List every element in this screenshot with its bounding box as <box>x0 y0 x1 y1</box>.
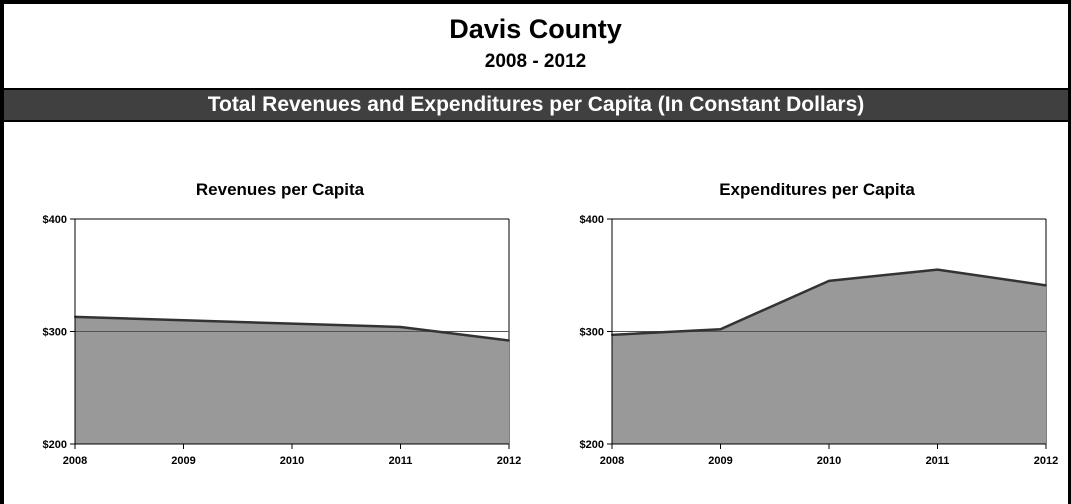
revenues-chart: Revenues per Capita $200 $300 $400 2008 2009 2… <box>43 180 522 467</box>
x-tick-label: 2008 <box>600 455 624 467</box>
expenditures-chart-title: Expenditures per Capita <box>719 180 915 199</box>
expenditures-data-point <box>828 279 830 282</box>
revenues-data-point <box>399 326 402 328</box>
x-tick-label: 2011 <box>389 455 413 467</box>
x-tick-label: 2010 <box>280 455 304 467</box>
expenditures-chart: Expenditures per Capita $200 $300 $400 2008 2… <box>580 180 1059 467</box>
x-tick-label: 2009 <box>708 455 732 467</box>
expenditures-data-point <box>719 328 722 331</box>
revenues-chart-title: Revenues per Capita <box>196 180 365 199</box>
section-banner: Total Revenues and Expenditures per Capi… <box>4 88 1068 122</box>
revenues-area <box>75 316 509 444</box>
y-tick-label: $300 <box>43 327 67 339</box>
page-title: Davis County <box>449 14 622 44</box>
y-tick-label: $400 <box>580 214 604 226</box>
revenues-data-point <box>182 319 185 322</box>
x-tick-label: 2009 <box>171 455 195 467</box>
y-tick-label: $400 <box>43 214 67 226</box>
y-tick-label: $200 <box>580 439 604 451</box>
revenues-data-point <box>291 322 293 325</box>
page-subtitle: 2008 - 2012 <box>484 51 587 72</box>
revenues-data-point <box>508 339 510 342</box>
x-tick-label: 2011 <box>926 455 950 467</box>
x-tick-label: 2012 <box>497 455 521 467</box>
y-tick-label: $200 <box>43 439 67 451</box>
x-tick-label: 2010 <box>817 455 841 467</box>
y-tick-label: $300 <box>580 327 604 339</box>
x-tick-label: 2008 <box>63 455 87 467</box>
expenditures-data-point <box>936 268 939 271</box>
x-tick-label: 2012 <box>1034 455 1058 467</box>
expenditures-data-point <box>1045 284 1047 287</box>
expenditures-area <box>612 269 1046 444</box>
